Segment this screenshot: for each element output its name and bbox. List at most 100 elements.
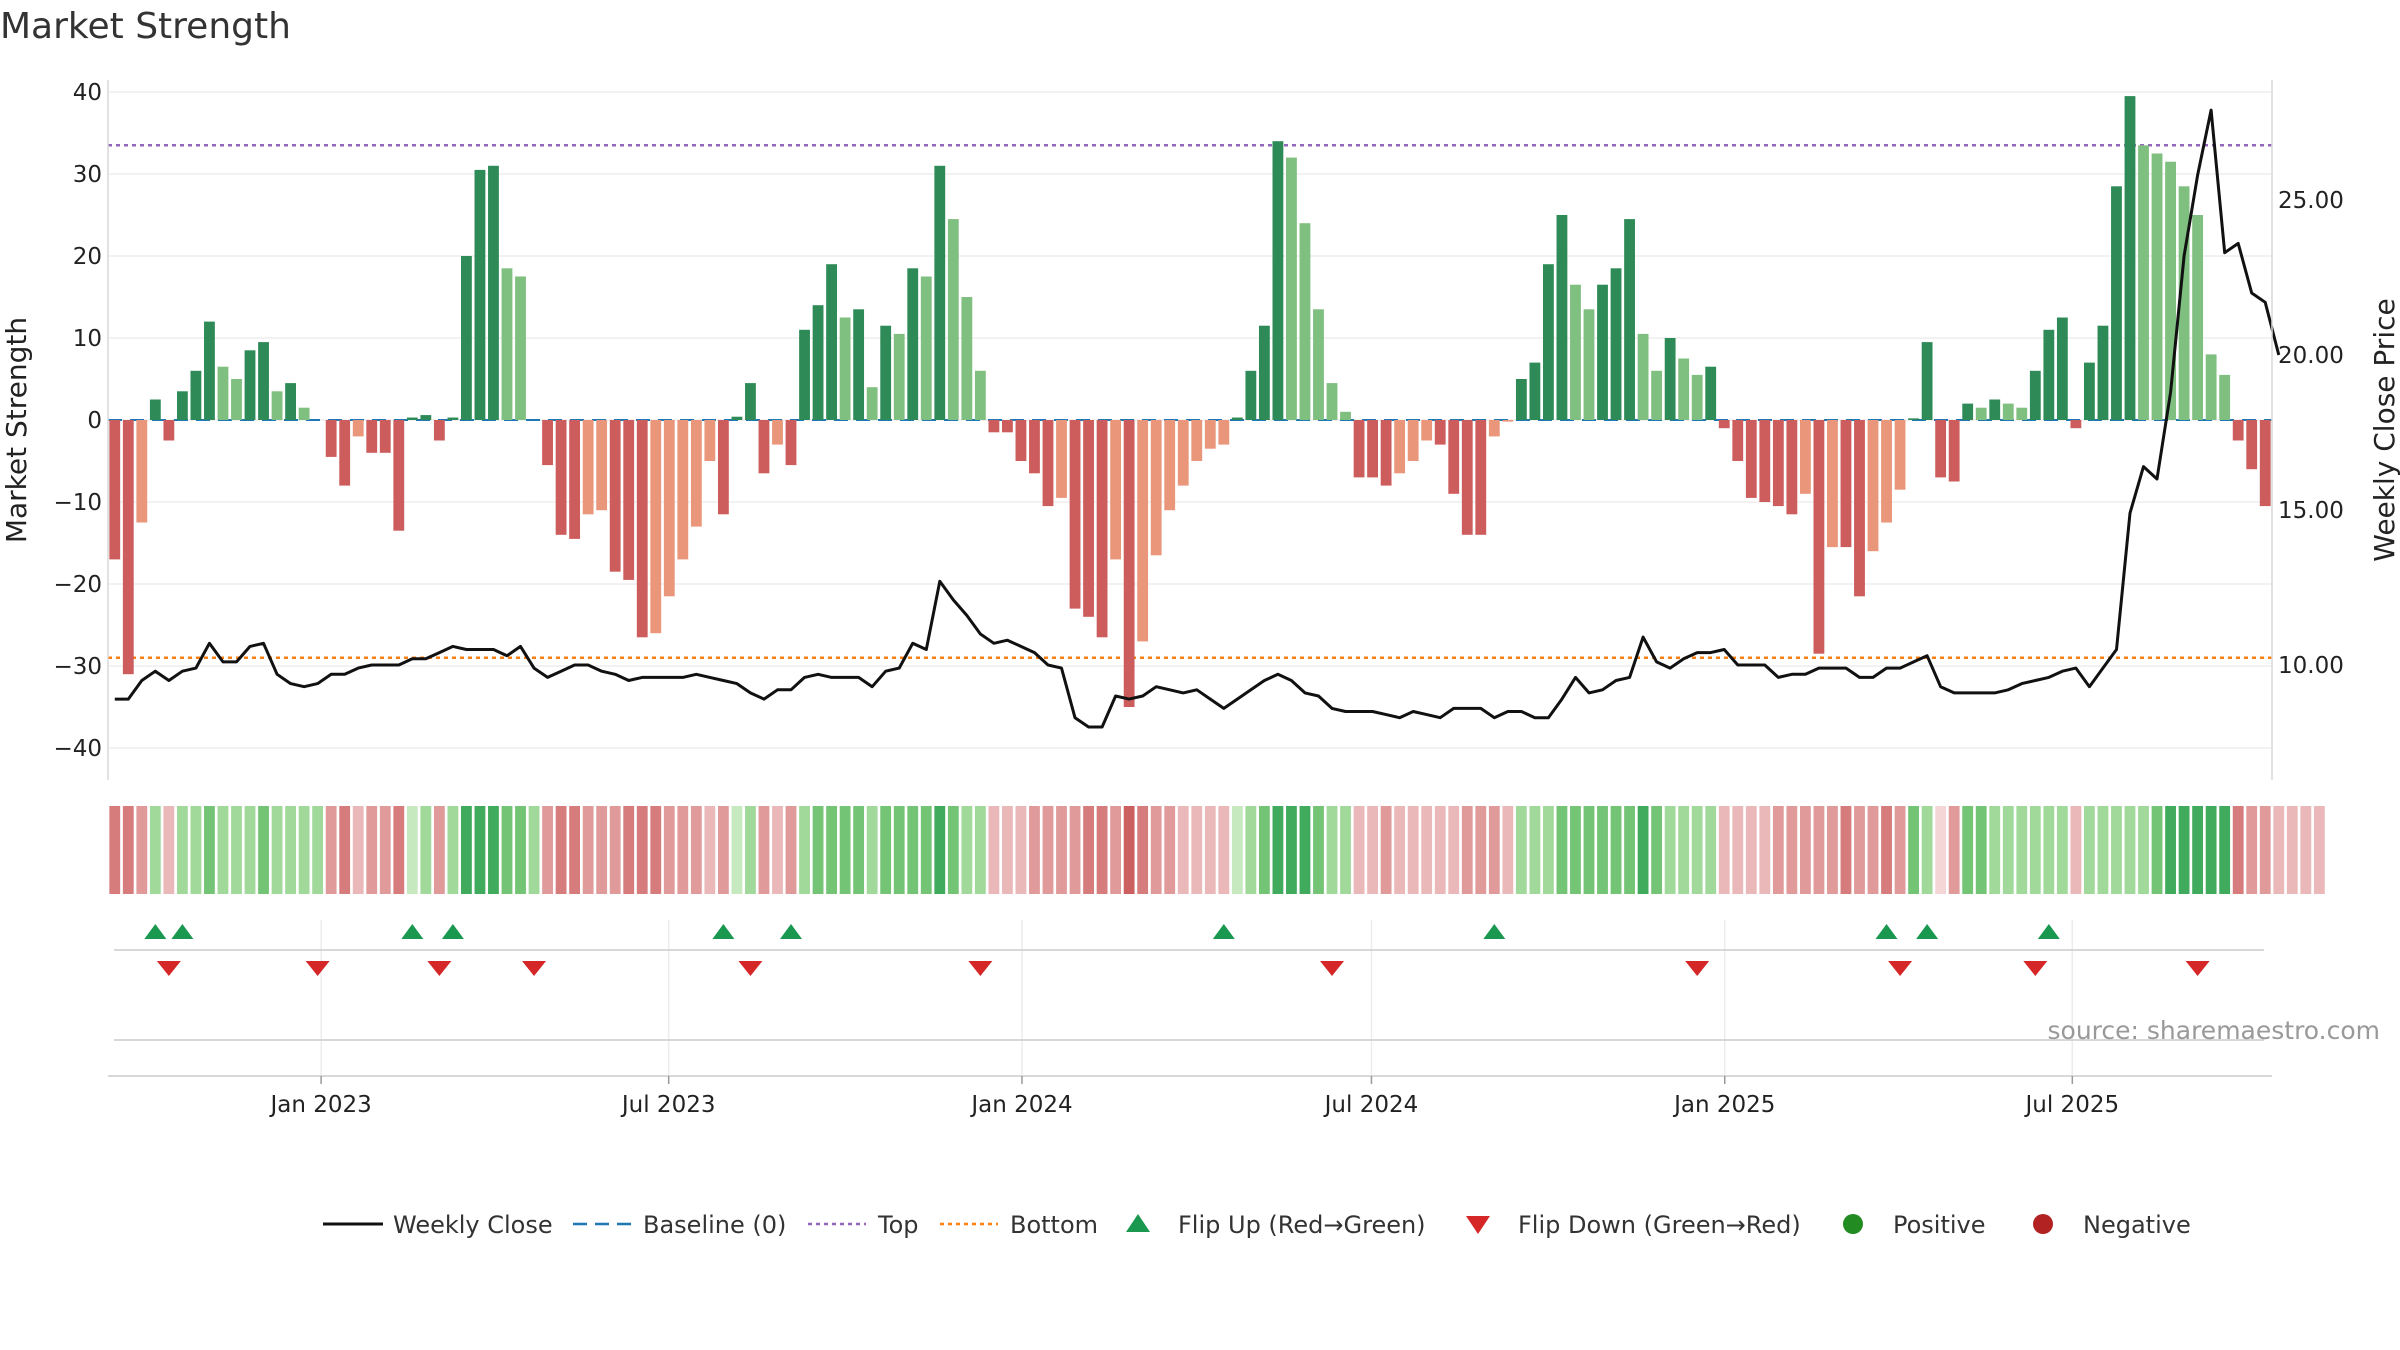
strength-bar <box>1042 420 1054 507</box>
y-tick-label: −20 <box>53 572 102 598</box>
flip-down-marker <box>427 961 452 976</box>
heat-cell <box>1664 806 1676 894</box>
heat-cell <box>1610 806 1622 894</box>
strength-bar <box>2205 354 2217 420</box>
y-tick-label: 30 <box>73 162 102 188</box>
strength-bar <box>907 268 919 420</box>
strength-bar <box>893 333 905 420</box>
heat-cell <box>231 806 242 894</box>
heat-cell <box>663 806 675 894</box>
heat-cell <box>1042 806 1054 894</box>
legend-triangle-down-icon <box>1466 1216 1490 1234</box>
heat-cell <box>974 806 986 894</box>
heat-cell <box>1218 806 1230 894</box>
y-tick-label: 40 <box>73 80 102 106</box>
strength-bar <box>2219 374 2231 420</box>
heat-cell <box>1759 806 1771 894</box>
strength-bar <box>1326 383 1338 420</box>
heat-cell <box>325 806 337 894</box>
flip-down-marker <box>1320 961 1345 976</box>
y2-tick-label: 25.00 <box>2278 188 2344 214</box>
strength-bar <box>1718 420 1730 429</box>
strength-bar <box>880 325 892 420</box>
legend-item-flip-up: Flip Up (Red→Green) <box>1126 1211 1426 1239</box>
heat-cell <box>2124 806 2136 894</box>
strength-bar <box>1556 215 1568 420</box>
strength-bar <box>1340 411 1351 420</box>
heat-cell <box>704 806 716 894</box>
heat-cell <box>785 806 797 894</box>
heat-cell <box>609 806 621 894</box>
heat-cell <box>1177 806 1189 894</box>
heat-cell <box>2286 806 2298 894</box>
strength-bar <box>420 415 432 420</box>
heat-cell <box>1935 806 1947 894</box>
strength-bar <box>244 350 256 420</box>
heat-cell <box>1353 806 1365 894</box>
strength-bar <box>1475 420 1487 535</box>
heat-cell <box>596 806 608 894</box>
strength-bar <box>136 420 148 523</box>
x-tick-label: Jan 2025 <box>1672 1092 1775 1118</box>
strength-heat-strip <box>109 806 2325 894</box>
heat-cell <box>1583 806 1595 894</box>
flip-up-marker <box>2037 924 2060 939</box>
heat-cell <box>636 806 648 894</box>
strength-bar <box>961 297 973 420</box>
strength-bar <box>663 420 675 597</box>
heat-cell <box>1191 806 1203 894</box>
y-tick-label: −10 <box>53 490 102 516</box>
strength-bar <box>1881 420 1892 523</box>
heat-cell <box>474 806 486 894</box>
x-axis: Jan 2023 Jul 2023 Jan 2024 Jul 2024 Jan 2025… <box>108 1075 2272 1118</box>
heat-cell <box>2232 806 2244 894</box>
heat-cell <box>988 806 1000 894</box>
strength-bar <box>1583 309 1595 420</box>
legend-item-negative: Negative <box>2033 1211 2191 1239</box>
strength-bar <box>988 420 1000 433</box>
strength-bar <box>1421 420 1433 441</box>
flip-down-marker <box>2023 961 2048 976</box>
heat-cell <box>1718 806 1730 894</box>
strength-bar <box>569 420 581 539</box>
legend-triangle-up-icon <box>1126 1214 1150 1232</box>
strength-bar <box>1434 420 1446 445</box>
x-tick-label: Jul 2023 <box>620 1092 716 1118</box>
heat-cell <box>2313 806 2325 894</box>
heat-cell <box>1691 806 1703 894</box>
weekly-close-line <box>114 108 2281 729</box>
strength-bar <box>1286 157 1297 420</box>
heat-cell <box>1002 806 1013 894</box>
strength-bar <box>352 420 364 437</box>
legend-item-baseline: Baseline (0) <box>573 1211 786 1239</box>
heat-cell <box>1096 806 1108 894</box>
heat-cell <box>1597 806 1608 894</box>
y-axis-label-left: Market Strength <box>0 317 33 543</box>
heat-cell <box>1570 806 1581 894</box>
heat-cell <box>1313 806 1324 894</box>
strength-bar <box>2084 362 2095 420</box>
heat-cell <box>1475 806 1487 894</box>
strength-bar <box>2138 145 2149 421</box>
strength-bar <box>2070 420 2082 429</box>
heat-cell <box>812 806 824 894</box>
strength-bar <box>2124 96 2136 420</box>
heat-cell <box>109 806 121 894</box>
strength-bar <box>717 420 729 515</box>
strength-bar <box>1461 420 1473 535</box>
strength-bar <box>839 317 851 420</box>
strength-bar <box>1840 420 1852 548</box>
heat-cell <box>866 806 878 894</box>
heat-cell <box>528 806 540 894</box>
heat-cell <box>2151 806 2163 894</box>
heat-cell <box>2219 806 2231 894</box>
heat-cell <box>1908 806 1919 894</box>
x-tick-label: Jul 2024 <box>1323 1092 1419 1118</box>
heat-cell <box>1326 806 1338 894</box>
flip-up-marker <box>144 924 167 939</box>
strength-bar <box>1691 374 1703 420</box>
heat-cell <box>2138 806 2149 894</box>
flip-down-marker <box>305 961 330 976</box>
strength-bar <box>772 420 783 445</box>
